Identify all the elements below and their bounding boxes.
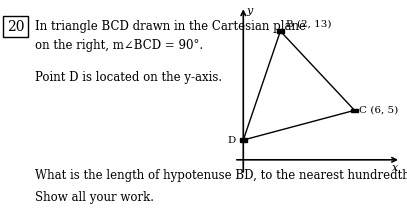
Text: y: y (247, 6, 253, 16)
Text: Point D is located on the y-axis.: Point D is located on the y-axis. (35, 71, 222, 84)
Text: 20: 20 (7, 20, 24, 34)
Text: What is the length of hypotenuse BD, to the nearest hundredth?: What is the length of hypotenuse BD, to … (35, 169, 407, 182)
Text: In triangle BCD drawn in the Cartesian plane: In triangle BCD drawn in the Cartesian p… (35, 20, 306, 33)
Text: D: D (228, 135, 236, 144)
Text: on the right, m∠BCD = 90°.: on the right, m∠BCD = 90°. (35, 39, 203, 52)
Text: B (2, 13): B (2, 13) (286, 19, 331, 28)
Text: Show all your work.: Show all your work. (35, 190, 153, 204)
Polygon shape (240, 138, 247, 142)
Polygon shape (277, 29, 284, 33)
Text: x: x (392, 163, 398, 173)
Text: C (6, 5): C (6, 5) (359, 106, 398, 115)
Polygon shape (351, 109, 358, 112)
